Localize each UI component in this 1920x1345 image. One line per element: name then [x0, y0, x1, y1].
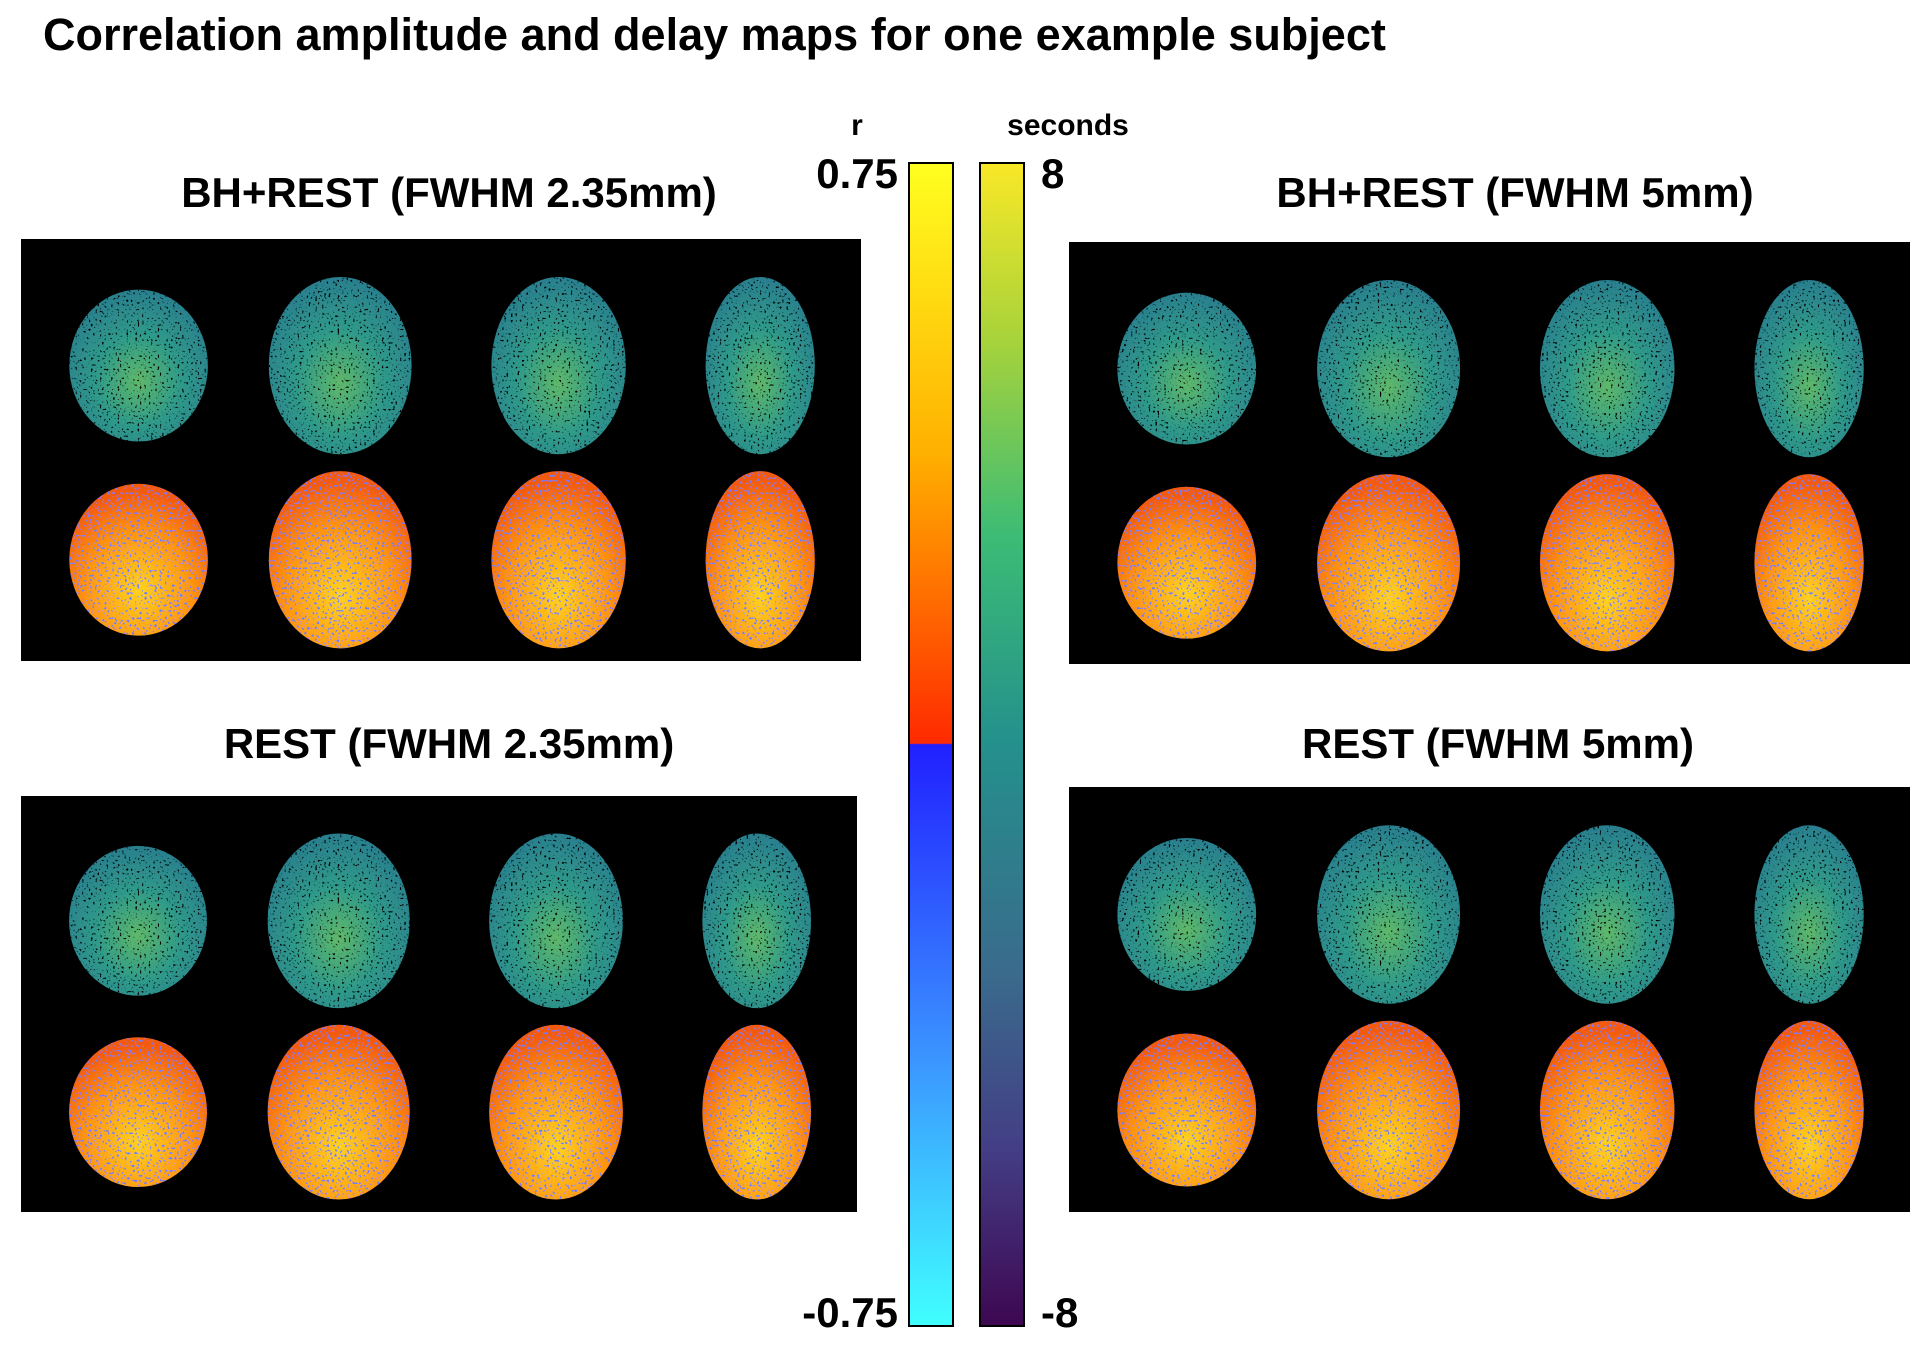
- colorbar: [979, 162, 1025, 1327]
- brain-slice: [1317, 279, 1461, 458]
- brain-slice: [1117, 486, 1257, 639]
- brain-slice: [69, 845, 208, 996]
- colorbar-tick-label: 8: [1041, 150, 1064, 197]
- brain-slice: [1754, 474, 1864, 652]
- brain-slice: [705, 276, 815, 455]
- brain-slice: [1754, 1020, 1864, 1200]
- colorbar-label: r: [851, 109, 863, 142]
- brain-slice: [69, 1037, 208, 1188]
- panel-title: BH+REST (FWHM 2.35mm): [181, 169, 717, 216]
- brain-slice: [702, 833, 812, 1009]
- colorbar-tick-label: 0.75: [816, 150, 898, 197]
- brain-slice: [1317, 825, 1461, 1004]
- brain-slice: [69, 289, 208, 442]
- brain-slice: [491, 276, 626, 455]
- panels: BH+REST (FWHM 2.35mm) REST (FWHM 2.35mm) B…: [21, 169, 1910, 1212]
- brain-slice: [1117, 838, 1257, 991]
- brain-slice: [1539, 279, 1675, 458]
- brain-slice: [489, 1024, 623, 1200]
- brain-slice: [1539, 474, 1675, 652]
- brain-slice: [267, 833, 410, 1009]
- brain-slice: [705, 471, 815, 649]
- panel-title: REST (FWHM 5mm): [1302, 720, 1694, 767]
- colorbar-label: seconds: [1007, 109, 1129, 142]
- brain-slice: [491, 471, 626, 649]
- brain-slice: [1117, 292, 1257, 445]
- brain-slice: [268, 471, 412, 649]
- brain-slice: [1754, 825, 1864, 1004]
- brain-slice: [267, 1024, 410, 1200]
- brain-slice: [702, 1024, 812, 1200]
- brain-slice: [1754, 279, 1864, 458]
- brain-slice: [1539, 825, 1675, 1004]
- colorbar: [908, 162, 954, 1327]
- colorbars: r 0.75 -0.75 seconds 8 -8: [802, 109, 1129, 1336]
- brain-slice: [69, 483, 208, 636]
- brain-slice: [268, 276, 412, 455]
- brain-slice: [1539, 1020, 1675, 1200]
- panel-title: REST (FWHM 2.35mm): [224, 720, 674, 767]
- brain-slice: [489, 833, 623, 1009]
- panel-title: BH+REST (FWHM 5mm): [1276, 169, 1753, 216]
- colorbar-tick-label: -8: [1041, 1289, 1078, 1336]
- brain-slice: [1317, 1020, 1461, 1200]
- colorbar-tick-label: -0.75: [802, 1289, 898, 1336]
- figure-title: Correlation amplitude and delay maps for…: [43, 9, 1386, 60]
- brain-slice: [1317, 474, 1461, 652]
- brain-slice: [1117, 1033, 1257, 1187]
